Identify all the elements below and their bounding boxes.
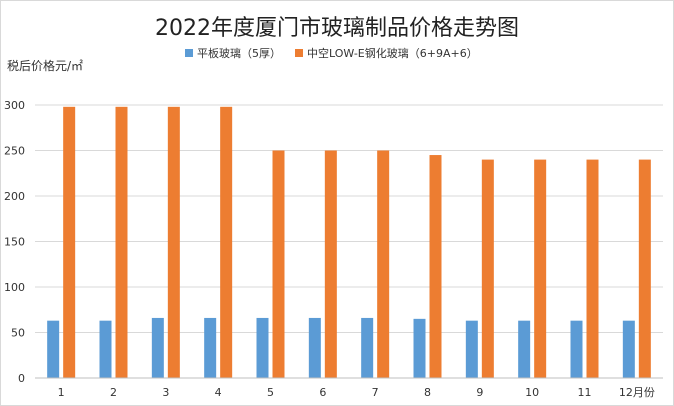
y-tick-label: 200	[4, 190, 25, 203]
y-axis-ticks: 0 50 100 150 200 250 300	[4, 99, 25, 385]
x-tick-label: 6	[319, 386, 326, 399]
x-tick-label: 5	[267, 386, 274, 399]
bar-lowe-glass	[324, 150, 337, 378]
y-axis-label: 税后价格元/㎡	[7, 58, 83, 73]
y-tick-label: 300	[4, 99, 25, 112]
bar-flat-glass	[308, 317, 321, 378]
x-tick-label: 9	[476, 386, 483, 399]
bar-flat-glass	[622, 320, 635, 378]
legend-label: 平板玻璃（5厚）	[197, 46, 281, 60]
bar-lowe-glass	[638, 159, 651, 378]
y-tick-label: 50	[11, 327, 25, 340]
bar-lowe-glass	[377, 150, 390, 378]
bar-flat-glass	[151, 317, 164, 378]
x-tick-label: 1	[58, 386, 65, 399]
bar-flat-glass	[361, 317, 374, 378]
bar-lowe-glass	[115, 106, 128, 378]
bars	[47, 106, 651, 378]
gridlines	[35, 104, 663, 333]
y-tick-label: 250	[4, 145, 25, 158]
bar-flat-glass	[204, 317, 217, 378]
bar-flat-glass	[256, 317, 269, 378]
legend-label: 中空LOW-E钢化玻璃（6+9A+6）	[307, 46, 478, 60]
x-tick-label: 7	[372, 386, 379, 399]
bar-lowe-glass	[63, 106, 76, 378]
bar-flat-glass	[518, 320, 531, 378]
bar-flat-glass	[570, 320, 583, 378]
bar-lowe-glass	[167, 106, 180, 378]
y-tick-label: 100	[4, 281, 25, 294]
chart-title: 2022年度厦门市玻璃制品价格走势图	[155, 16, 519, 41]
bar-lowe-glass	[429, 155, 442, 378]
bar-flat-glass	[465, 320, 478, 378]
x-tick-label: 4	[215, 386, 222, 399]
legend-swatch	[295, 49, 303, 57]
bar-lowe-glass	[220, 106, 233, 378]
bar-lowe-glass	[586, 159, 599, 378]
bar-flat-glass	[99, 320, 112, 378]
bar-lowe-glass	[481, 159, 494, 378]
x-tick-label: 8	[424, 386, 431, 399]
bar-lowe-glass	[272, 150, 285, 378]
x-axis-ticks: 1 2 3 4 5 6 7 8 9 10 11 12月份	[58, 386, 655, 399]
x-tick-label: 12月份	[619, 386, 655, 399]
bar-flat-glass	[47, 320, 60, 378]
x-tick-label: 11	[578, 386, 592, 399]
bar-flat-glass	[413, 318, 426, 378]
legend: 平板玻璃（5厚） 中空LOW-E钢化玻璃（6+9A+6）	[185, 46, 478, 60]
y-tick-label: 150	[4, 236, 25, 249]
legend-swatch	[185, 49, 193, 57]
x-tick-label: 2	[110, 386, 117, 399]
x-tick-label: 10	[525, 386, 539, 399]
y-tick-label: 0	[18, 372, 25, 385]
x-tick-label: 3	[162, 386, 169, 399]
bar-lowe-glass	[534, 159, 547, 378]
